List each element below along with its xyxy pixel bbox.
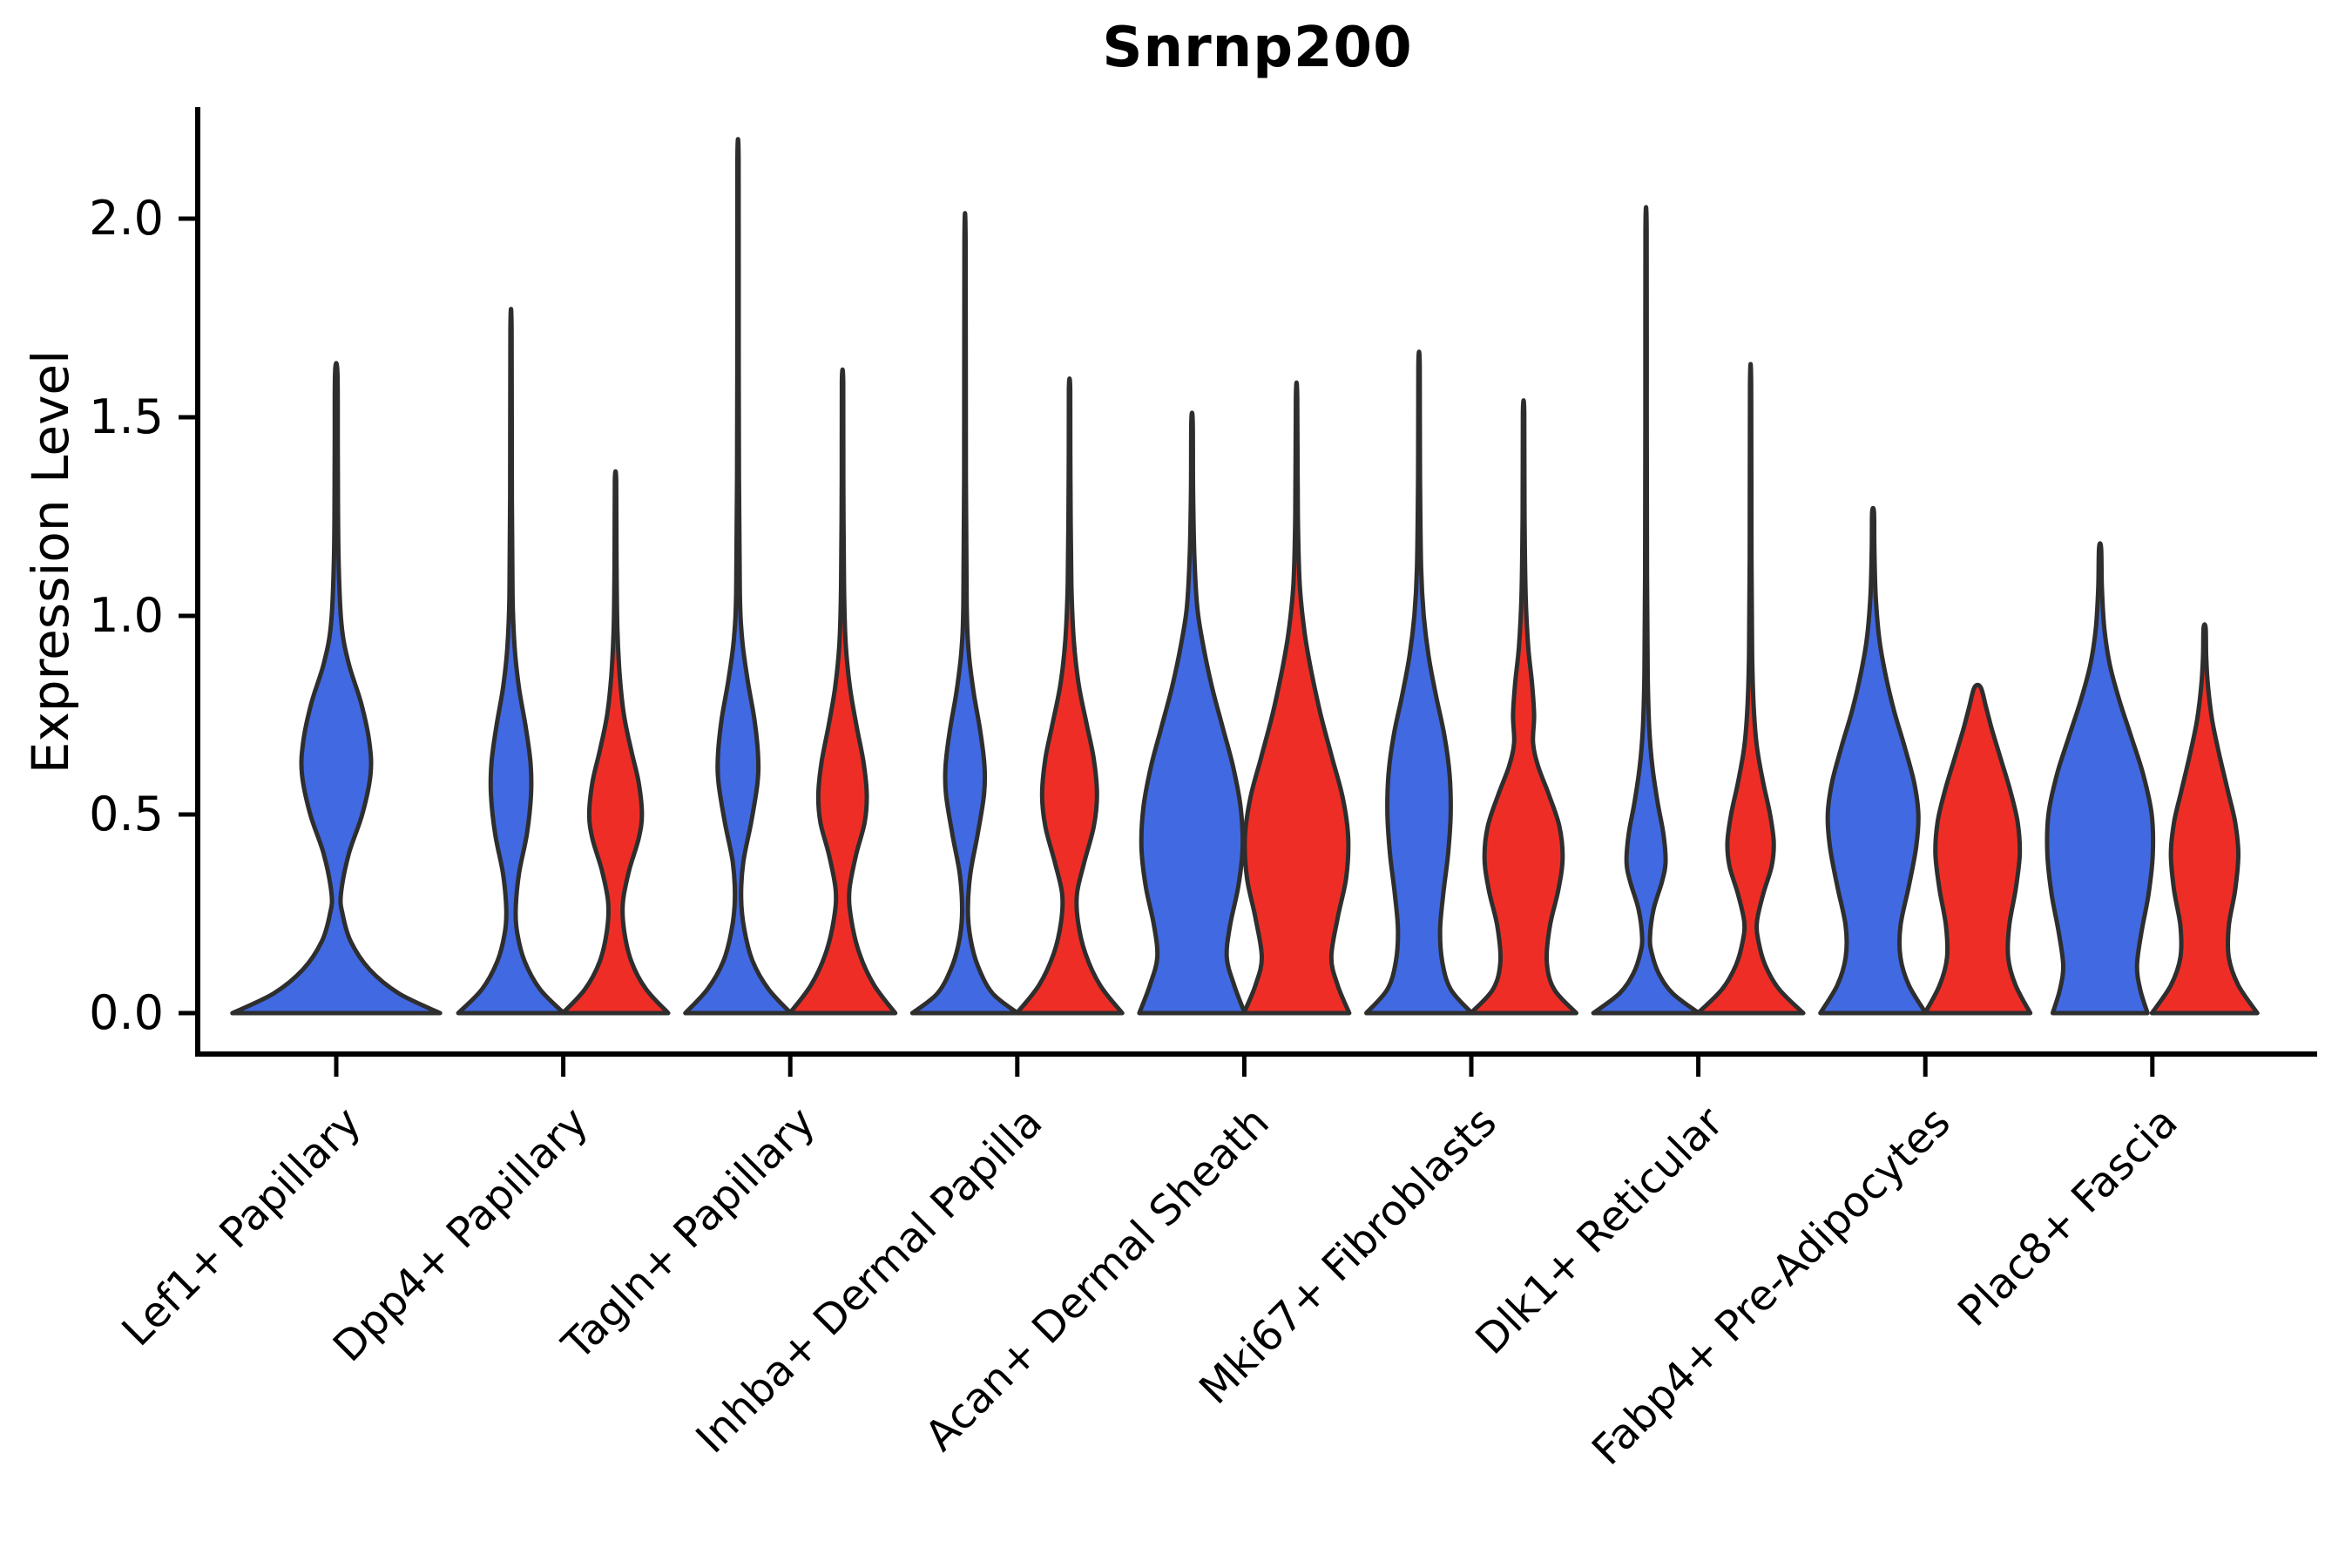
- violin-inhba-dermal-papilla-blue: [909, 211, 1020, 1016]
- y-tick-label-1.0: 1.0: [89, 588, 164, 643]
- violin-tagln-papillary-blue: [683, 137, 794, 1016]
- y-tick-label-0.5: 0.5: [89, 787, 164, 841]
- violin-mki67-fibroblasts-blue: [1364, 349, 1474, 1016]
- y-tick-label-2.0: 2.0: [89, 191, 164, 246]
- y-tick-label-0.0: 0.0: [89, 985, 164, 1040]
- violin-tagln-papillary-red: [787, 367, 898, 1016]
- violin-plac8-fascia-blue: [2044, 541, 2156, 1016]
- violin-plac8-fascia-red: [2149, 622, 2260, 1016]
- violin-dpp4-papillary-blue: [456, 307, 566, 1016]
- violin-mki67-fibroblasts-red: [1469, 398, 1578, 1016]
- violin-dpp4-papillary-red: [560, 469, 671, 1016]
- violin-lef1-papillary-blue: [230, 361, 443, 1016]
- chart-title: Snrnp200: [1102, 16, 1413, 80]
- violin-inhba-dermal-papilla-red: [1014, 376, 1125, 1016]
- violin-dlk1-reticular-red: [1695, 362, 1806, 1016]
- violin-dlk1-reticular-blue: [1591, 205, 1701, 1016]
- violin-fabp4-pre-adipocytes-blue: [1818, 505, 1929, 1016]
- y-tick-label-1.5: 1.5: [89, 389, 164, 444]
- violin-fabp4-pre-adipocytes-red: [1923, 682, 2033, 1016]
- violin-acan-dermal-sheath-red: [1241, 380, 1352, 1016]
- violin-acan-dermal-sheath-blue: [1137, 410, 1247, 1016]
